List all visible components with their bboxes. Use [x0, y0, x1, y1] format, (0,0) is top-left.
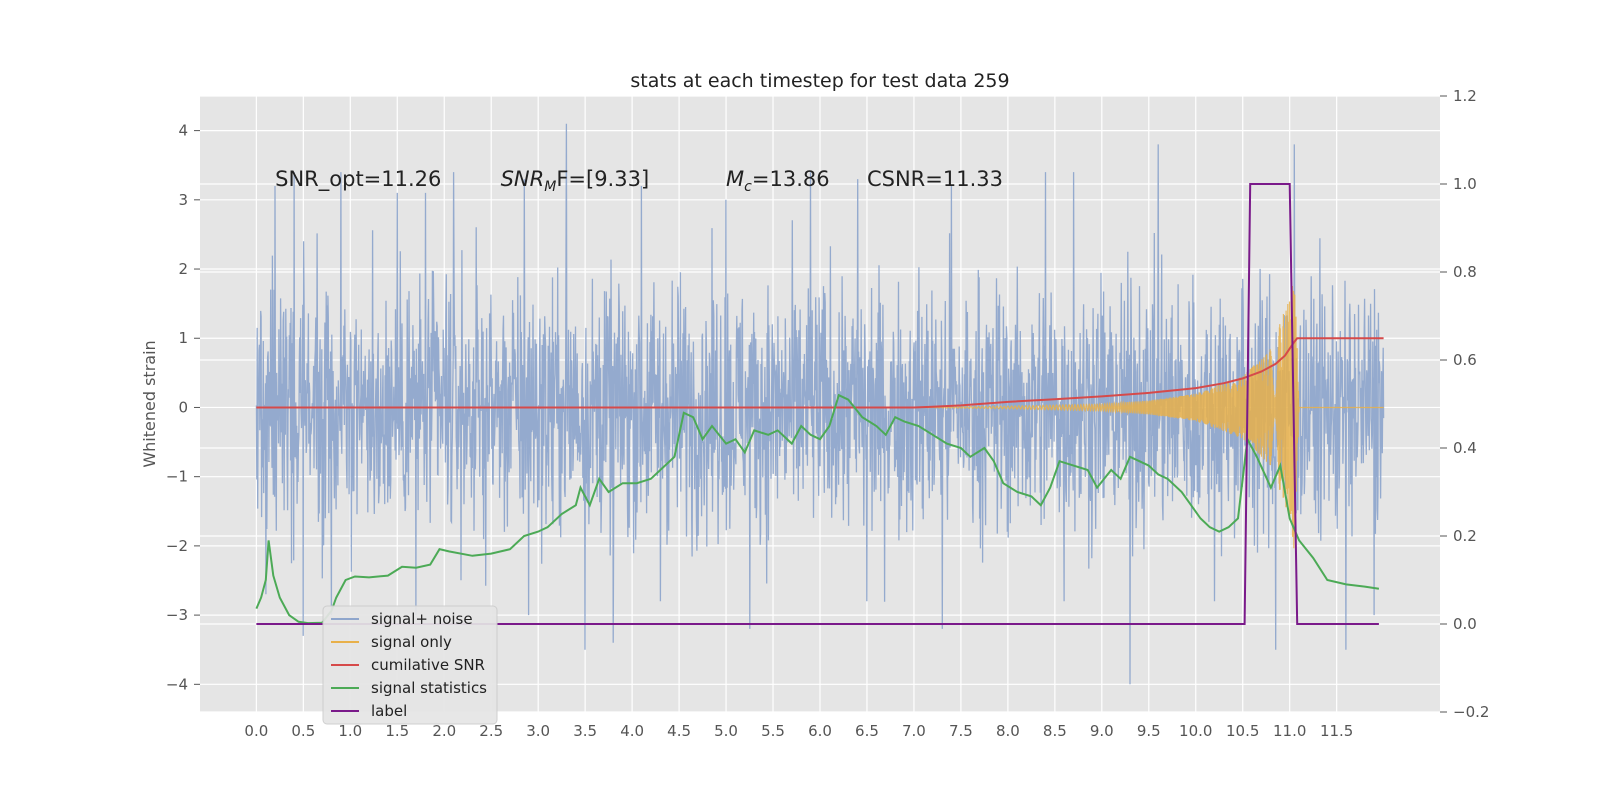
y-tick-label: 4: [178, 122, 188, 140]
x-tick-label: 3.0: [526, 722, 550, 740]
legend-label: signal only: [371, 633, 452, 651]
y-tick-label: 2: [178, 260, 188, 278]
legend-label: signal+ noise: [371, 610, 473, 628]
annotation-subscript: M: [544, 179, 556, 195]
y-tick-label: −4: [166, 675, 188, 693]
annotation-text: Mc=13.86: [726, 167, 830, 195]
annotation-symbol: SNR: [501, 167, 545, 191]
annotation-text: SNRMF=[9.33]: [501, 167, 650, 195]
y-tick-label: 3: [178, 191, 188, 209]
x-tick-label: 7.5: [949, 722, 973, 740]
annotation-suffix: F=[9.33]: [556, 167, 649, 191]
legend-label: label: [371, 702, 407, 720]
series-signal-only: [913, 285, 1384, 549]
x-tick-label: 8.0: [996, 722, 1020, 740]
y2-tick-label: 1.2: [1453, 87, 1477, 105]
y2-axis-ticks: 1.2 1.0 0.8 0.6 0.4 0.2 0.0 −0.2: [1440, 87, 1489, 721]
y2-tick-label: 0.2: [1453, 527, 1477, 545]
series-label: [256, 183, 1379, 625]
x-axis-ticks: 0.0 0.5 1.0 1.5 2.0 2.5 3.0 3.5 4.0 4.5 5.0 5.5 6.0 6…: [244, 722, 1353, 740]
annotations: SNR_opt=11.26 SNRMF=[9.33] Mc=13.86 CSNR=11…: [275, 167, 1003, 195]
annotation-subscript: c: [744, 179, 752, 195]
x-tick-label: 11.5: [1320, 722, 1353, 740]
x-tick-label: 0.5: [291, 722, 315, 740]
legend-label: signal statistics: [371, 679, 487, 697]
y-axis-label: Whitened strain: [140, 340, 159, 467]
x-tick-label: 4.0: [620, 722, 644, 740]
y2-tick-label: −0.2: [1453, 703, 1489, 721]
annotation-text: SNR_opt=11.26: [275, 167, 441, 192]
x-tick-label: 8.5: [1043, 722, 1067, 740]
x-tick-label: 6.5: [855, 722, 879, 740]
annotation-text: CSNR=11.33: [867, 167, 1003, 191]
x-tick-label: 5.5: [761, 722, 785, 740]
y-tick-label: 1: [178, 329, 188, 347]
y-axis-ticks: 4 3 2 1 0 −1 −2 −3 −4: [166, 122, 200, 693]
x-tick-label: 1.5: [385, 722, 409, 740]
y2-tick-label: 0.8: [1453, 263, 1477, 281]
x-tick-label: 5.0: [714, 722, 738, 740]
x-tick-label: 9.5: [1137, 722, 1161, 740]
y-tick-label: −1: [166, 468, 188, 486]
x-tick-label: 4.5: [667, 722, 691, 740]
x-tick-label: 9.0: [1090, 722, 1114, 740]
y-tick-label: −3: [166, 606, 188, 624]
x-tick-label: 10.5: [1226, 722, 1259, 740]
annotation-suffix: =13.86: [752, 167, 830, 191]
x-tick-label: 10.0: [1179, 722, 1212, 740]
y2-tick-label: 1.0: [1453, 175, 1477, 193]
y2-tick-label: 0.6: [1453, 351, 1477, 369]
annotation-symbol: M: [726, 167, 744, 191]
x-tick-label: 0.0: [244, 722, 268, 740]
x-tick-label: 1.0: [338, 722, 362, 740]
series-layer: [255, 123, 1385, 685]
y-tick-label: 0: [178, 398, 188, 416]
chart-title: stats at each timestep for test data 259: [630, 70, 1009, 92]
legend: signal+ noise signal only cumilative SNR si…: [322, 605, 498, 725]
x-tick-label: 2.5: [479, 722, 503, 740]
x-tick-label: 7.0: [902, 722, 926, 740]
x-tick-label: 2.0: [432, 722, 456, 740]
series-signal-statistics: [255, 393, 1380, 625]
legend-label: cumilative SNR: [371, 656, 485, 674]
y2-tick-label: 0.4: [1453, 439, 1477, 457]
y-tick-label: −2: [166, 537, 188, 555]
x-tick-label: 11.0: [1273, 722, 1306, 740]
x-tick-label: 6.0: [808, 722, 832, 740]
series-signal-plus-noise: [255, 123, 1385, 685]
series-cumilative-snr: [256, 337, 1384, 409]
legend-box: [322, 605, 498, 725]
x-tick-label: 3.5: [573, 722, 597, 740]
y2-tick-label: 0.0: [1453, 615, 1477, 633]
